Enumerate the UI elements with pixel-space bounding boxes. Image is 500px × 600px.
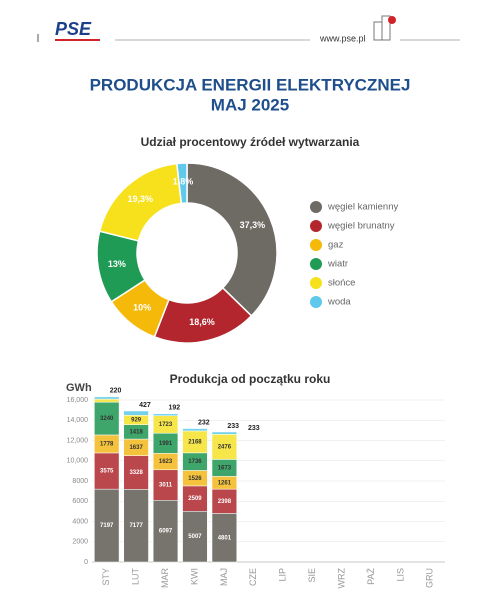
bar-title: Produkcja od początku roku	[170, 372, 331, 386]
slice-label: 13%	[108, 259, 126, 269]
legend-swatch	[310, 296, 322, 308]
slice-label: 10%	[133, 302, 151, 312]
bar-top-label: 232	[198, 419, 210, 426]
y-tick-label: 10,000	[67, 458, 89, 465]
bar-segment	[94, 401, 120, 436]
bar-segment	[152, 469, 179, 501]
bar-top-label: 220	[110, 388, 122, 395]
x-tick-label: MAR	[160, 568, 170, 589]
slice-label: 18,6%	[189, 317, 215, 327]
bar-top-label: 427	[139, 402, 151, 409]
bar-segment	[94, 396, 120, 400]
y-tick-label: 8000	[72, 478, 88, 485]
segment-label: 3328	[129, 470, 143, 476]
bar-segment	[182, 485, 208, 512]
legend-swatch	[310, 220, 322, 232]
segment-label: 2168	[188, 439, 202, 445]
legend-label: słońce	[328, 278, 355, 289]
legend-swatch	[310, 239, 322, 251]
subtitle: MAJ 2025	[211, 95, 289, 114]
header-url: www.pse.pl	[319, 33, 366, 43]
y-tick-label: 2000	[72, 539, 88, 546]
segment-label: 2509	[188, 496, 202, 502]
logo: PSE	[55, 19, 92, 39]
donut-slice	[186, 162, 278, 317]
y-tick-label: 4000	[72, 518, 88, 525]
bar-top-label: 192	[169, 405, 181, 412]
x-tick-label: CZE	[248, 568, 258, 586]
x-tick-label: LUT	[131, 568, 141, 586]
segment-label: 2476	[218, 444, 232, 450]
x-tick-label: PAŹ	[366, 568, 376, 585]
segment-label: 2398	[218, 499, 232, 505]
slice-label: 1,8%	[173, 176, 194, 186]
segment-label: 7197	[100, 523, 114, 529]
segment-label: 3240	[100, 416, 114, 422]
legend-label: węgiel kamienny	[327, 202, 398, 213]
bar-segment	[152, 500, 179, 563]
segment-label: 1623	[159, 459, 173, 465]
segment-label: 1418	[129, 429, 143, 435]
y-tick-label: 12,000	[67, 437, 89, 444]
segment-label: 6097	[159, 529, 173, 535]
bar-segment	[123, 455, 149, 490]
slice-label: 19,3%	[127, 194, 153, 204]
legend-label: gaz	[328, 240, 344, 251]
legend-label: woda	[327, 297, 351, 308]
donut-slice	[176, 162, 188, 205]
y-axis-label: GWh	[66, 382, 92, 394]
segment-label: 929	[131, 418, 142, 424]
segment-label: 1673	[218, 465, 232, 471]
x-tick-label: STY	[101, 568, 111, 586]
x-tick-label: SIE	[307, 568, 317, 583]
bar-segment	[94, 452, 120, 490]
bar-top-label: 233	[227, 423, 239, 430]
x-tick-label: GRU	[425, 568, 435, 588]
segment-label: 4801	[218, 535, 232, 541]
segment-label: 1736	[188, 459, 202, 465]
segment-label: 3575	[100, 469, 114, 475]
segment-label: 1637	[129, 445, 143, 451]
bar-segment	[182, 511, 208, 563]
segment-label: 1261	[218, 480, 232, 486]
title: PRODUKCJA ENERGII ELEKTRYCZNEJ	[90, 75, 411, 94]
x-tick-label: LIP	[278, 568, 288, 582]
donut-title: Udział procentowy źródeł wytwarzania	[141, 135, 360, 149]
slice-label: 37,3%	[240, 220, 266, 230]
bar-segment	[211, 431, 237, 435]
legend-swatch	[310, 258, 322, 270]
y-tick-label: 14,000	[67, 417, 89, 424]
segment-label: 7177	[129, 523, 143, 529]
x-tick-label: WRZ	[336, 568, 346, 589]
x-tick-label: LIS	[395, 568, 405, 582]
y-tick-label: 16,000	[67, 397, 89, 404]
y-tick-label: 0	[84, 559, 88, 566]
legend-label: węgiel brunatny	[327, 221, 395, 232]
bar-segment	[94, 398, 120, 403]
segment-label: 1526	[188, 476, 202, 482]
segment-label: 1991	[159, 441, 173, 447]
bar-segment	[211, 513, 237, 563]
segment-label: 5007	[188, 534, 202, 540]
bar-segment	[123, 410, 149, 416]
bar-segment	[94, 488, 120, 563]
annotation: 233	[248, 425, 260, 432]
y-tick-label: 6000	[72, 498, 88, 505]
bar-segment	[182, 428, 208, 432]
legend-label: wiatr	[327, 259, 348, 270]
header-icon	[373, 15, 396, 41]
bar-segment	[152, 413, 179, 416]
segment-label: 1723	[159, 422, 173, 428]
x-tick-label: MAJ	[219, 568, 229, 586]
legend-swatch	[310, 277, 322, 289]
bar-segment	[211, 434, 237, 460]
segment-label: 3011	[159, 483, 173, 489]
segment-label: 1778	[100, 442, 114, 448]
legend-swatch	[310, 201, 322, 213]
x-tick-label: KWI	[189, 568, 199, 585]
